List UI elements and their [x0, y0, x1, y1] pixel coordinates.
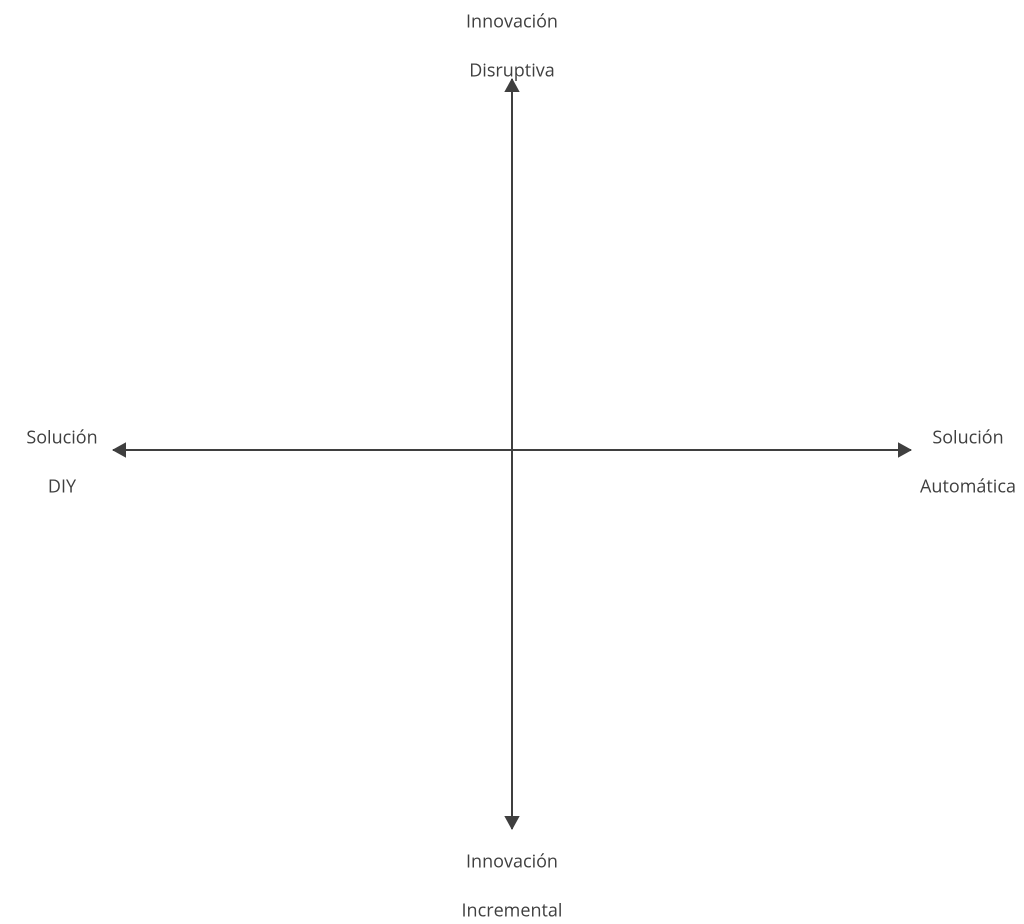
- axis-label-top: Innovación Disruptiva: [466, 0, 558, 83]
- axis-label-bottom: Innovación Incremental: [462, 825, 563, 922]
- axis-label-top-line1: Innovación: [466, 10, 558, 34]
- axis-label-top-line2: Disruptiva: [469, 58, 555, 82]
- arrowhead-right-icon: [898, 442, 912, 457]
- axis-label-right-line1: Solución: [932, 426, 1003, 450]
- axes: [0, 0, 1024, 924]
- axis-label-right-line2: Automática: [920, 474, 1016, 498]
- axis-label-left-line2: DIY: [48, 474, 76, 498]
- quadrant-diagram: Innovación Disruptiva Innovación Increme…: [0, 0, 1024, 924]
- axis-label-bottom-line1: Innovación: [466, 850, 558, 874]
- axis-label-right: Solución Automática: [920, 401, 1016, 498]
- axis-label-bottom-line2: Incremental: [462, 898, 563, 922]
- axis-label-left: Solución DIY: [26, 401, 97, 498]
- arrowhead-left-icon: [112, 442, 126, 457]
- axis-label-left-line1: Solución: [26, 426, 97, 450]
